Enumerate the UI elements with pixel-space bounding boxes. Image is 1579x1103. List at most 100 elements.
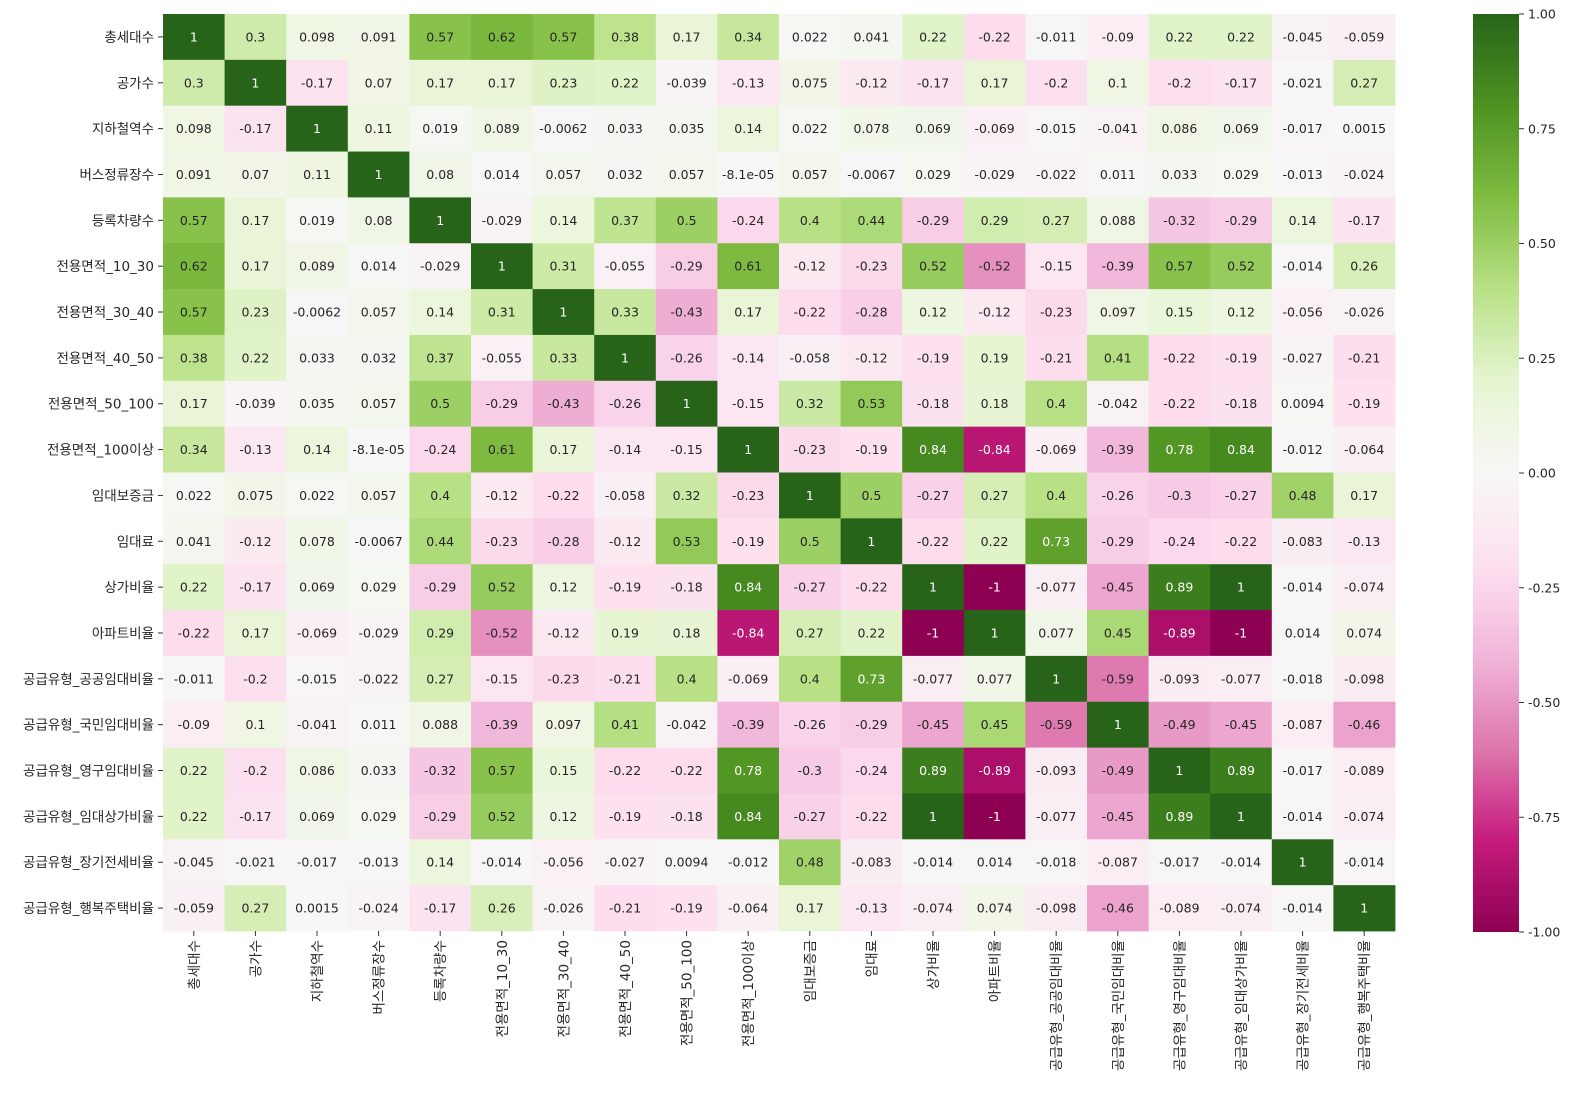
cell-value-label: -0.089: [1159, 901, 1199, 916]
heatmap-cell: [1210, 14, 1273, 61]
heatmap-cell: [1148, 426, 1211, 473]
heatmap-cell: [840, 701, 903, 748]
cell-value-label: -0.014: [1282, 901, 1322, 916]
cell-value-label: 0.61: [488, 442, 516, 457]
cell-value-label: 0.52: [1227, 259, 1255, 274]
x-tick-label: 공급유형_공공임대비율: [1049, 940, 1065, 1071]
cell-value-label: -0.12: [855, 75, 887, 90]
cell-value-label: 0.069: [1223, 121, 1259, 136]
cell-value-label: -0.18: [670, 809, 702, 824]
cell-value-label: 0.12: [549, 580, 577, 595]
cell-value-label: -0.12: [978, 305, 1010, 320]
heatmap-cell: [1148, 59, 1211, 107]
cell-value-label: -0.041: [1098, 121, 1138, 136]
heatmap-cell: [286, 197, 349, 244]
heatmap-cell: [1148, 14, 1211, 61]
heatmap-cell: [902, 793, 965, 840]
cell-value-label: -0.087: [1282, 717, 1322, 732]
cell-value-label: -0.039: [666, 75, 706, 90]
cell-value-label: 0.22: [1227, 29, 1255, 44]
heatmap-cell: [1148, 105, 1211, 152]
cell-value-label: 0.19: [981, 350, 1009, 365]
heatmap-cell: [594, 289, 657, 336]
heatmap-cell: [286, 793, 349, 840]
cell-value-label: 0.33: [549, 350, 577, 365]
cell-value-label: -0.021: [1282, 75, 1322, 90]
cell-value-label: 0.27: [981, 488, 1009, 503]
cell-value-label: 0.61: [734, 259, 762, 274]
heatmap-cell: [532, 14, 595, 61]
cell-value-label: -0.024: [358, 901, 398, 916]
cell-value-label: 0.0015: [1342, 121, 1386, 136]
heatmap-cell: [409, 426, 472, 473]
cell-value-label: 0.57: [1165, 259, 1193, 274]
heatmap-cell: [594, 59, 657, 107]
cell-value-label: 0.12: [549, 809, 577, 824]
cell-value-label: 0.022: [299, 488, 335, 503]
cell-value-label: 0.41: [611, 717, 639, 732]
heatmap-cell: [902, 564, 965, 611]
heatmap-cell: [347, 14, 410, 61]
heatmap-cell: [1333, 564, 1396, 611]
heatmap-cell: [1210, 610, 1273, 657]
cell-value-label: 0.17: [673, 29, 701, 44]
cell-value-label: -0.29: [424, 809, 456, 824]
cell-value-label: -0.89: [978, 763, 1010, 778]
cell-value-label: 0.34: [180, 442, 208, 457]
y-tick-label: 지하철역수: [92, 122, 154, 138]
heatmap-cell: [963, 518, 1026, 565]
cell-value-label: -0.015: [297, 671, 337, 686]
heatmap-cell: [1148, 197, 1211, 244]
heatmap-cell: [224, 655, 287, 703]
cell-value-label: -0.14: [732, 350, 764, 365]
cell-value-label: 0.014: [977, 855, 1013, 870]
heatmap-cell: [471, 518, 533, 565]
heatmap-cell: [1148, 747, 1211, 794]
heatmap-cell: [471, 701, 533, 748]
cell-value-label: -0.059: [1344, 29, 1384, 44]
heatmap-cell: [717, 885, 780, 932]
y-tick-label: 총세대수: [104, 30, 154, 46]
cell-value-label: 0.089: [299, 259, 335, 274]
cell-value-label: -0.12: [486, 488, 518, 503]
heatmap-cell: [409, 59, 472, 107]
cell-value-label: 0.17: [981, 75, 1009, 90]
cell-value-label: -0.055: [482, 350, 522, 365]
cell-value-label: -0.17: [917, 75, 949, 90]
cell-value-label: 1: [806, 488, 814, 503]
cell-value-label: 0.32: [673, 488, 701, 503]
cell-value-label: -0.056: [1282, 305, 1322, 320]
heatmap-cell: [1271, 839, 1334, 886]
cell-value-label: -0.014: [913, 855, 953, 870]
heatmap-cell: [594, 151, 657, 198]
cell-value-label: -0.029: [420, 259, 460, 274]
heatmap-cell: [779, 885, 841, 932]
heatmap-cell: [594, 105, 657, 152]
cell-value-label: -0.055: [605, 259, 645, 274]
cell-value-label: 0.22: [180, 809, 208, 824]
heatmap-cell: [963, 380, 1026, 428]
heatmap-cell: [655, 380, 718, 428]
heatmap-cell: [902, 885, 965, 932]
heatmap-cell: [902, 243, 965, 290]
heatmap-cell: [286, 655, 349, 703]
heatmap-cell: [471, 885, 533, 932]
cell-value-label: 0.22: [180, 580, 208, 595]
cell-value-label: -0.52: [486, 625, 518, 640]
heatmap-cell: [963, 289, 1026, 336]
cell-value-label: -0.083: [851, 855, 891, 870]
heatmap-cell: [1210, 564, 1273, 611]
heatmap-cell: [224, 59, 287, 107]
cell-value-label: 0.078: [299, 534, 335, 549]
heatmap-cell: [1087, 243, 1149, 290]
cell-value-label: -0.074: [913, 901, 953, 916]
heatmap-cell: [1025, 885, 1088, 932]
cell-value-label: 0.4: [430, 488, 450, 503]
heatmap-cell: [963, 472, 1026, 519]
cell-value-label: -0.26: [1102, 488, 1134, 503]
cell-value-label: -0.017: [297, 855, 337, 870]
cell-value-label: -0.24: [1163, 534, 1195, 549]
heatmap-cell: [471, 334, 533, 382]
cell-value-label: 0.1: [245, 717, 265, 732]
heatmap-cell: [1271, 105, 1334, 152]
